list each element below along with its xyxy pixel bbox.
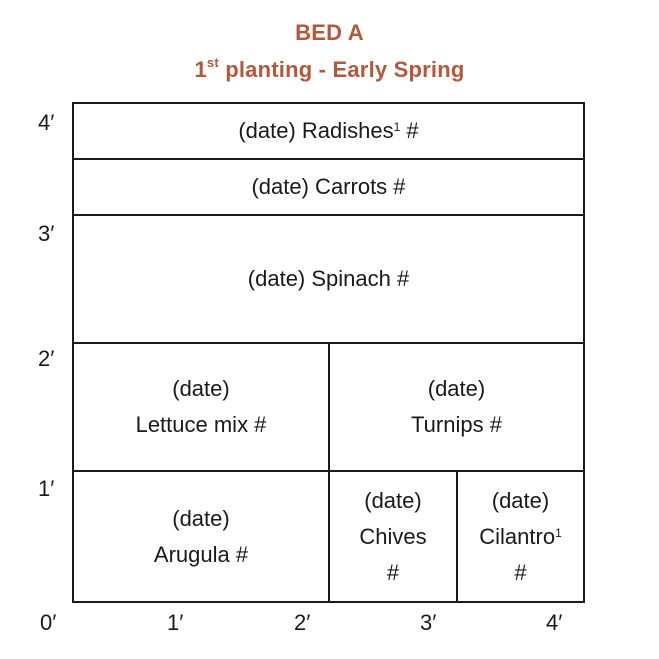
divider-vertical-3ft	[456, 472, 458, 601]
arugula-label: Arugula #	[153, 541, 249, 567]
cell-carrots: (date) Carrots #	[74, 160, 583, 214]
divider-radishes-carrots	[74, 158, 583, 160]
planting-season: planting - Early Spring	[218, 57, 465, 82]
cilantro-count: #	[514, 559, 527, 585]
y-axis-label-1ft: 1′	[38, 476, 55, 501]
chives-count: #	[386, 559, 400, 585]
turnips-date: (date)	[427, 376, 486, 401]
cilantro-footnote: 1	[555, 525, 562, 540]
cell-spinach: (date) Spinach #	[74, 216, 583, 342]
x-axis-label-4ft: 4′	[546, 610, 563, 635]
radishes-count: #	[400, 118, 419, 143]
x-axis-label-0ft: 0′	[40, 610, 57, 635]
y-axis-label-4ft: 4′	[38, 110, 55, 135]
cell-turnips: (date) Turnips #	[330, 344, 583, 470]
chives-label: Chives	[359, 523, 427, 549]
y-axis-label-2ft: 2′	[38, 346, 55, 371]
planting-subtitle: 1st planting - Early Spring	[0, 55, 659, 83]
radishes-text: (date) Radishes	[238, 118, 394, 143]
cell-lettuce-mix: (date) Lettuce mix #	[74, 344, 328, 470]
x-axis-label-3ft: 3′	[420, 610, 437, 635]
lettuce-date: (date)	[172, 376, 230, 401]
bed-title: BED A	[295, 20, 364, 45]
cell-cilantro: (date) Cilantro1 #	[458, 472, 583, 601]
lettuce-label: Lettuce mix #	[135, 412, 267, 437]
y-axis-label-3ft: 3′	[38, 221, 55, 246]
radishes-footnote: 1	[393, 120, 401, 134]
cilantro-date: (date)	[491, 487, 550, 513]
divider-spinach-row2	[74, 342, 583, 344]
radishes-label: (date) Radishes1 #	[238, 113, 418, 149]
divider-vertical-2ft	[328, 344, 330, 601]
cilantro-label: Cilantro1	[479, 519, 562, 555]
arugula-date: (date)	[172, 505, 230, 531]
planting-ordinal-suffix: st	[206, 55, 219, 70]
planting-number: 1	[194, 57, 207, 82]
divider-carrots-spinach	[74, 214, 583, 216]
cell-chives: (date) Chives #	[330, 472, 456, 601]
cell-radishes: (date) Radishes1 #	[74, 104, 583, 158]
turnips-label: Turnips #	[411, 412, 502, 437]
cell-arugula: (date) Arugula #	[74, 472, 328, 601]
garden-bed-grid: (date) Radishes1 # (date) Carrots # (dat…	[72, 102, 585, 603]
spinach-label: (date) Spinach #	[247, 266, 410, 291]
x-axis-label-1ft: 1′	[167, 610, 184, 635]
cilantro-text: Cilantro	[479, 523, 556, 549]
x-axis-label-2ft: 2′	[294, 610, 311, 635]
carrots-label: (date) Carrots #	[251, 174, 406, 199]
chives-date: (date)	[364, 487, 422, 513]
